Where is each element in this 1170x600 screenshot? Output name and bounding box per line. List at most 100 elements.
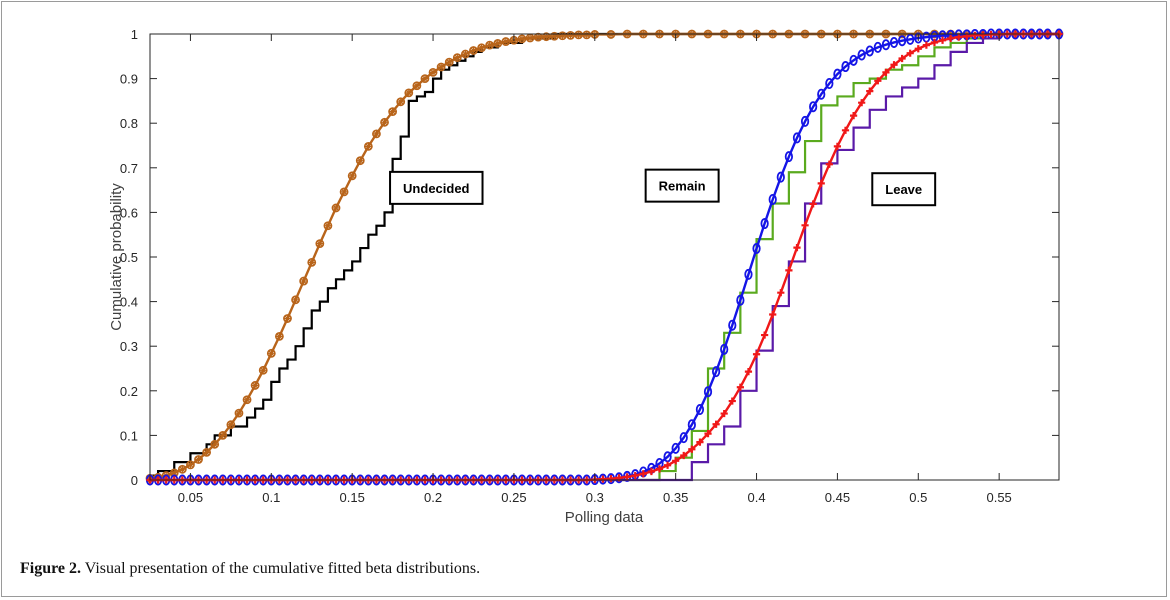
data-point <box>793 244 800 251</box>
y-tick-label: 0.3 <box>120 339 138 354</box>
data-point-star <box>438 64 445 71</box>
data-point-star <box>325 222 332 229</box>
data-point-star <box>389 108 396 115</box>
data-point-star <box>276 333 283 340</box>
data-point <box>785 267 792 274</box>
data-point-star <box>422 75 429 82</box>
data-point-star <box>478 44 485 51</box>
data-point-star <box>454 54 461 61</box>
data-point-star <box>219 432 226 439</box>
x-tick-label: 0.05 <box>178 490 203 505</box>
data-point <box>826 161 833 168</box>
data-point-star <box>494 40 501 47</box>
data-point-star <box>381 119 388 126</box>
fitted-cdf-markers-5 <box>146 30 1062 483</box>
y-tick-label: 0.7 <box>120 161 138 176</box>
data-point-star <box>446 59 453 66</box>
x-tick-label: 0.35 <box>663 490 688 505</box>
x-tick-label: 0.2 <box>424 490 442 505</box>
data-point-star <box>179 466 186 473</box>
data-point-star <box>519 36 526 43</box>
data-point-star <box>583 31 590 38</box>
data-point-star <box>462 51 469 58</box>
data-point-star <box>373 131 380 138</box>
data-point-star <box>575 31 582 38</box>
data-point-star <box>349 172 356 179</box>
axis-ticks: 0.05 0.1 0.15 0.2 0.25 0.3 0.35 0.4 0.45 0.5 0.55 0… <box>120 27 1059 505</box>
data-point-star <box>405 89 412 96</box>
annotation-label: Remain <box>659 179 706 194</box>
cdf-chart: 0.05 0.1 0.15 0.2 0.25 0.3 0.35 0.4 0.45 0.5 0.55 0… <box>0 0 1170 550</box>
x-tick-label: 0.45 <box>825 490 850 505</box>
annotation-label: Leave <box>885 182 922 197</box>
x-tick-label: 0.1 <box>262 490 280 505</box>
figure-caption: Figure 2. Visual presentation of the cum… <box>20 560 480 578</box>
empirical-step-series-0 <box>150 34 1059 476</box>
series-layer <box>146 29 1062 484</box>
data-point <box>801 222 808 229</box>
data-point-star <box>227 421 234 428</box>
data-point-star <box>195 456 202 463</box>
data-point-star <box>559 32 566 39</box>
data-point-star <box>300 278 307 285</box>
data-point-star <box>341 188 348 195</box>
data-point <box>923 42 930 49</box>
data-point-star <box>268 350 275 357</box>
figure-caption-text: Visual presentation of the cumulative fi… <box>81 560 480 577</box>
data-point-star <box>211 441 218 448</box>
x-tick-label: 0.25 <box>501 490 526 505</box>
data-point-star <box>567 32 574 39</box>
y-tick-label: 0.1 <box>120 428 138 443</box>
data-point-star <box>292 296 299 303</box>
data-point-star <box>502 38 509 45</box>
data-point-star <box>308 259 315 266</box>
fitted-cdf-series-5 <box>150 34 1059 480</box>
data-point-star <box>430 69 437 76</box>
fitted-cdf-series-3 <box>150 34 1059 480</box>
data-point-star <box>333 205 340 212</box>
annotation-label: Undecided <box>403 181 470 196</box>
data-point-star <box>470 47 477 54</box>
data-point <box>769 311 776 318</box>
data-point-star <box>357 157 364 164</box>
data-point-star <box>486 42 493 49</box>
fitted-cdf-series-1 <box>150 34 1059 478</box>
x-tick-label: 0.15 <box>340 490 365 505</box>
data-point <box>761 331 768 338</box>
data-point-star <box>244 396 251 403</box>
x-axis-title: Polling data <box>565 509 644 526</box>
data-point-star <box>187 461 194 468</box>
data-point-star <box>260 367 267 374</box>
x-tick-label: 0.5 <box>909 490 927 505</box>
plot-axes-box <box>150 34 1059 480</box>
data-point-star <box>316 240 323 247</box>
fitted-cdf-markers-3 <box>147 29 1062 484</box>
annotations: Undecided Remain Leave <box>390 170 935 206</box>
data-point-star <box>284 315 291 322</box>
data-point-star <box>535 34 542 41</box>
figure-caption-label: Figure 2. <box>20 560 81 577</box>
x-tick-label: 0.55 <box>986 490 1011 505</box>
y-tick-label: 1 <box>131 27 138 42</box>
empirical-step-series-4 <box>595 34 1059 480</box>
x-tick-label: 0.4 <box>748 490 766 505</box>
data-point-star <box>252 382 259 389</box>
annotation-0: Undecided <box>390 172 482 204</box>
y-tick-label: 0 <box>131 473 138 488</box>
data-point-star <box>413 82 420 89</box>
y-tick-label: 0.9 <box>120 72 138 87</box>
annotation-1: Remain <box>646 170 719 202</box>
y-tick-label: 0.2 <box>120 384 138 399</box>
data-point-star <box>527 35 534 42</box>
empirical-step-series-2 <box>595 34 1059 480</box>
data-point <box>777 289 784 296</box>
fitted-cdf-markers-1 <box>146 30 1062 481</box>
data-point <box>818 180 825 187</box>
data-point-star <box>203 449 210 456</box>
annotation-2: Leave <box>872 173 935 205</box>
y-tick-label: 0.8 <box>120 116 138 131</box>
data-point-star <box>236 410 243 417</box>
data-point-star <box>365 143 372 150</box>
data-point <box>810 200 817 207</box>
x-tick-label: 0.3 <box>586 490 604 505</box>
